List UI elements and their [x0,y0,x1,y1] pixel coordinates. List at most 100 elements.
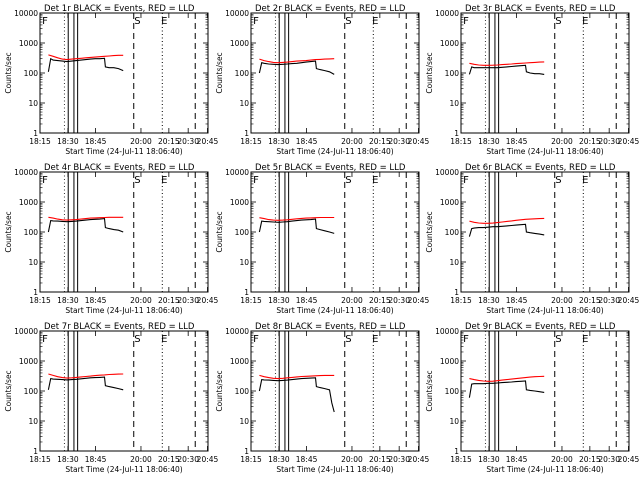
event-marker-label: E [372,175,378,186]
panel-title: Det 8r BLACK = Events, RED = LLD [255,322,406,332]
x-tick-label: 18:45 [506,455,528,464]
lld-series-line [259,374,335,380]
panel-title: Det 7r BLACK = Events, RED = LLD [44,322,195,332]
y-tick-label: 10 [239,417,249,426]
events-series-line [258,218,335,234]
event-marker-label: F [463,334,469,345]
x-tick-label: 20:15 [369,296,391,305]
y-tick-label: 10 [449,258,459,267]
y-tick-label: 10000 [225,327,249,336]
y-axis-label: Counts/sec [4,211,13,252]
event-marker-label: S [134,175,140,186]
y-axis-label: Counts/sec [215,52,224,93]
x-tick-label: 18:45 [506,137,528,146]
y-axis-label: Counts/sec [425,370,434,411]
y-tick-label: 1000 [440,39,459,48]
x-tick-label: 20:30 [598,296,620,305]
x-tick-label: 20:30 [177,296,199,305]
event-marker-label: E [161,16,167,27]
y-tick-label: 1000 [19,39,38,48]
x-tick-label: 20:15 [158,137,180,146]
x-tick-label: 18:30 [57,455,79,464]
x-tick-label: 18:15 [240,296,262,305]
lld-series-line [48,373,124,379]
x-tick-label: 20:00 [341,455,363,464]
detector-panel: Det 5r BLACK = Events, RED = LLD 1 10 100 10… [215,163,430,315]
plot-frame [250,330,420,452]
event-marker-label: S [134,16,140,27]
event-marker-label: S [555,16,561,27]
plot-frame [250,12,420,134]
event-marker-label: S [345,334,351,345]
x-tick-label: 20:00 [551,137,573,146]
event-marker-label: F [253,334,259,345]
x-tick-label: 18:15 [240,455,262,464]
y-tick-label: 1 [244,129,249,138]
x-tick-label: 20:00 [551,296,573,305]
y-tick-label: 1 [244,447,249,456]
x-tick-label: 20:30 [177,137,199,146]
detector-panel: Det 2r BLACK = Events, RED = LLD 1 10 100 10… [215,4,430,156]
events-series-line [258,60,335,75]
lld-series-line [469,217,545,224]
y-tick-label: 1 [33,447,38,456]
lld-series-line [469,375,545,382]
x-tick-label: 20:30 [598,455,620,464]
y-tick-label: 10000 [14,9,38,18]
plot-frame [39,171,209,293]
events-series-line [47,376,124,391]
y-tick-label: 10000 [225,9,249,18]
y-tick-label: 10 [449,417,459,426]
x-tick-label: 18:15 [450,296,472,305]
y-tick-label: 10000 [435,9,459,18]
events-series-line [47,217,124,233]
event-marker-label: S [555,334,561,345]
detector-panel: Det 7r BLACK = Events, RED = LLD 1 10 100 10… [4,322,219,474]
detector-panel: Det 4r BLACK = Events, RED = LLD 1 10 100 10… [4,163,219,315]
x-tick-label: 20:15 [158,296,180,305]
x-tick-label: 20:45 [197,455,219,464]
x-tick-label: 18:15 [450,137,472,146]
x-tick-label: 18:30 [478,455,500,464]
x-tick-label: 20:15 [158,455,180,464]
events-series-line [468,223,545,237]
plot-frame [39,12,209,134]
y-tick-label: 100 [445,69,460,78]
y-tick-label: 10 [28,417,38,426]
event-marker-label: S [134,334,140,345]
x-tick-label: 20:00 [130,137,152,146]
y-axis-label: Counts/sec [215,370,224,411]
plot-frame [460,330,630,452]
x-tick-label: 18:45 [296,137,318,146]
y-axis-label: Counts/sec [425,211,434,252]
x-tick-label: 20:30 [388,137,410,146]
y-tick-label: 100 [445,228,460,237]
y-tick-label: 100 [24,387,39,396]
y-tick-label: 100 [445,387,460,396]
y-tick-label: 1000 [230,39,249,48]
x-tick-label: 20:15 [579,137,601,146]
x-tick-label: 20:45 [197,137,219,146]
y-tick-label: 1000 [230,198,249,207]
x-tick-label: 18:15 [450,455,472,464]
y-axis-label: Counts/sec [4,370,13,411]
y-tick-label: 100 [24,228,39,237]
detector-panel: Det 1r BLACK = Events, RED = LLD 1 10 100 10… [4,4,219,156]
lld-series-line [259,216,335,221]
panel-title: Det 3r BLACK = Events, RED = LLD [465,4,616,14]
lld-series-line [259,58,335,64]
y-tick-label: 1 [454,129,459,138]
y-tick-label: 1000 [19,198,38,207]
events-series-line [468,380,545,398]
x-tick-label: 20:45 [408,296,430,305]
lld-series-line [48,54,124,61]
y-tick-label: 10 [28,99,38,108]
y-axis-label: Counts/sec [4,52,13,93]
event-marker-label: F [253,175,259,186]
y-tick-label: 100 [235,228,250,237]
y-tick-label: 10000 [14,168,38,177]
x-tick-label: 18:45 [506,296,528,305]
y-axis-label: Counts/sec [425,52,434,93]
y-axis-label: Counts/sec [215,211,224,252]
